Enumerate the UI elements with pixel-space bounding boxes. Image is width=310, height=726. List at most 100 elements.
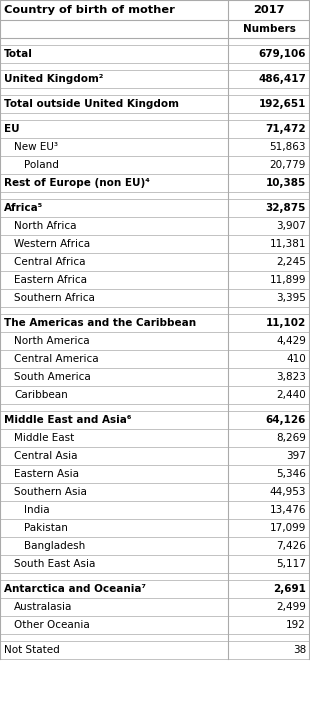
Text: 192: 192	[286, 620, 306, 630]
Text: Caribbean: Caribbean	[14, 390, 68, 400]
Text: Southern Africa: Southern Africa	[14, 293, 95, 303]
Bar	[0, 45, 310, 63]
Text: Poland: Poland	[24, 160, 59, 170]
Bar	[0, 253, 310, 271]
Text: 11,381: 11,381	[269, 239, 306, 249]
Text: Australasia: Australasia	[14, 602, 72, 612]
Bar	[0, 0, 310, 20]
Bar	[0, 465, 310, 483]
Text: 192,651: 192,651	[259, 99, 306, 109]
Text: Bangladesh: Bangladesh	[24, 541, 85, 551]
Bar	[0, 120, 310, 138]
Text: 5,117: 5,117	[276, 559, 306, 569]
Text: North Africa: North Africa	[14, 221, 77, 231]
Text: 10,385: 10,385	[266, 178, 306, 188]
Bar	[0, 192, 310, 199]
Text: 3,823: 3,823	[276, 372, 306, 382]
Text: Middle East: Middle East	[14, 433, 74, 443]
Bar	[0, 199, 310, 217]
Text: Central America: Central America	[14, 354, 99, 364]
Bar	[0, 235, 310, 253]
Text: North America: North America	[14, 336, 90, 346]
Text: United Kingdom²: United Kingdom²	[4, 74, 103, 84]
Text: EU: EU	[4, 124, 20, 134]
Text: 2,245: 2,245	[276, 257, 306, 267]
Text: Numbers: Numbers	[242, 24, 295, 34]
Bar	[0, 271, 310, 289]
Text: 32,875: 32,875	[266, 203, 306, 213]
Bar	[0, 332, 310, 350]
Text: 71,472: 71,472	[265, 124, 306, 134]
Text: 3,395: 3,395	[276, 293, 306, 303]
Bar	[0, 95, 310, 113]
Text: 679,106: 679,106	[259, 49, 306, 59]
Text: 2017: 2017	[253, 5, 285, 15]
Text: 13,476: 13,476	[269, 505, 306, 515]
Text: Eastern Asia: Eastern Asia	[14, 469, 79, 479]
Text: 7,426: 7,426	[276, 541, 306, 551]
Text: Africa⁵: Africa⁵	[4, 203, 43, 213]
Bar	[0, 20, 310, 38]
Bar	[0, 634, 310, 641]
Text: 8,269: 8,269	[276, 433, 306, 443]
Text: Eastern Africa: Eastern Africa	[14, 275, 87, 285]
Text: 17,099: 17,099	[270, 523, 306, 533]
Text: 64,126: 64,126	[266, 415, 306, 425]
Text: Country of birth of mother: Country of birth of mother	[4, 5, 175, 15]
Text: Central Asia: Central Asia	[14, 451, 78, 461]
Bar	[0, 38, 310, 45]
Bar	[0, 368, 310, 386]
Bar	[0, 289, 310, 307]
Bar	[0, 519, 310, 537]
Text: 5,346: 5,346	[276, 469, 306, 479]
Text: 51,863: 51,863	[269, 142, 306, 152]
Text: South America: South America	[14, 372, 91, 382]
Text: Total outside United Kingdom: Total outside United Kingdom	[4, 99, 179, 109]
Bar	[0, 447, 310, 465]
Bar	[0, 386, 310, 404]
Text: 486,417: 486,417	[258, 74, 306, 84]
Bar	[0, 70, 310, 88]
Bar	[0, 307, 310, 314]
Text: 11,899: 11,899	[269, 275, 306, 285]
Bar	[0, 616, 310, 634]
Text: Total: Total	[4, 49, 33, 59]
Bar	[0, 314, 310, 332]
Text: Other Oceania: Other Oceania	[14, 620, 90, 630]
Bar	[0, 404, 310, 411]
Bar	[0, 156, 310, 174]
Text: 397: 397	[286, 451, 306, 461]
Bar	[0, 483, 310, 501]
Text: 3,907: 3,907	[276, 221, 306, 231]
Text: Middle East and Asia⁶: Middle East and Asia⁶	[4, 415, 131, 425]
Bar	[0, 411, 310, 429]
Bar	[0, 641, 310, 659]
Text: India: India	[24, 505, 50, 515]
Text: New EU³: New EU³	[14, 142, 58, 152]
Bar	[0, 63, 310, 70]
Bar	[0, 88, 310, 95]
Text: Western Africa: Western Africa	[14, 239, 90, 249]
Bar	[0, 174, 310, 192]
Bar	[0, 598, 310, 616]
Text: Rest of Europe (non EU)⁴: Rest of Europe (non EU)⁴	[4, 178, 150, 188]
Bar	[0, 138, 310, 156]
Bar	[0, 580, 310, 598]
Text: Antarctica and Oceania⁷: Antarctica and Oceania⁷	[4, 584, 146, 594]
Text: 410: 410	[286, 354, 306, 364]
Text: Not Stated: Not Stated	[4, 645, 60, 655]
Text: Southern Asia: Southern Asia	[14, 487, 87, 497]
Text: 2,499: 2,499	[276, 602, 306, 612]
Text: 4,429: 4,429	[276, 336, 306, 346]
Text: Central Africa: Central Africa	[14, 257, 86, 267]
Bar	[0, 217, 310, 235]
Text: 2,440: 2,440	[276, 390, 306, 400]
Bar	[0, 350, 310, 368]
Bar	[0, 429, 310, 447]
Bar	[0, 501, 310, 519]
Bar	[0, 573, 310, 580]
Text: 2,691: 2,691	[273, 584, 306, 594]
Text: South East Asia: South East Asia	[14, 559, 95, 569]
Text: 11,102: 11,102	[266, 318, 306, 328]
Text: 20,779: 20,779	[270, 160, 306, 170]
